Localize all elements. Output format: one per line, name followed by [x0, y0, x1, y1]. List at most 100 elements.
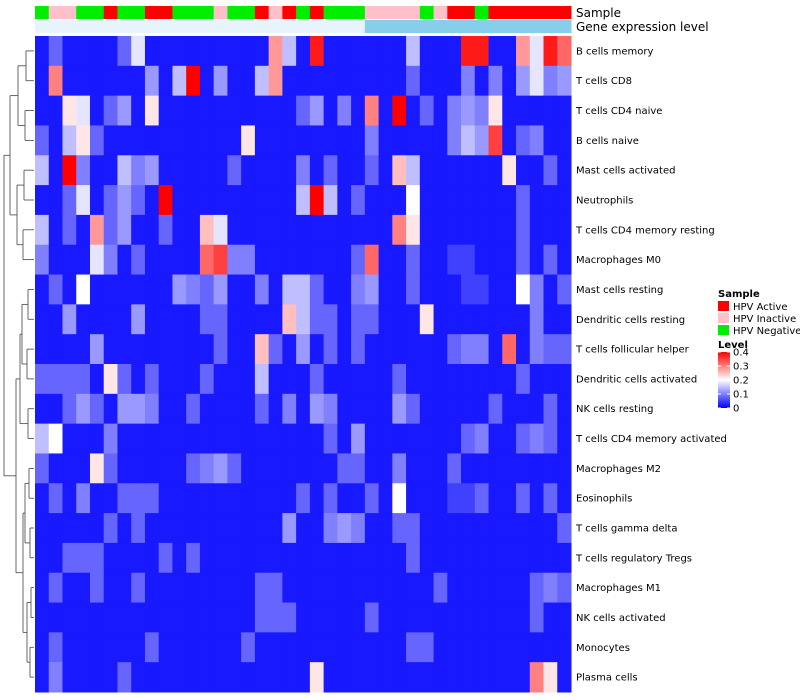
heatmap-cell	[502, 334, 517, 365]
heatmap-cell	[543, 662, 558, 693]
heatmap-cell	[35, 423, 50, 454]
heatmap-cell	[392, 334, 407, 365]
heatmap-cell	[117, 244, 132, 276]
heatmap-cell	[103, 95, 118, 126]
heatmap-cell	[254, 423, 270, 454]
heatmap-cell	[447, 155, 462, 186]
expression-annotation-cell	[309, 20, 325, 33]
heatmap-cell	[502, 244, 517, 276]
heatmap-cell	[89, 304, 105, 335]
heatmap-cell	[213, 483, 228, 514]
heatmap-cell	[351, 423, 366, 454]
sample-annotation-cell	[48, 6, 63, 19]
heatmap-cell	[529, 155, 545, 186]
heatmap-cell	[131, 244, 146, 276]
heatmap-cell	[364, 453, 380, 484]
heatmap-cell	[254, 95, 270, 126]
heatmap-cell	[117, 423, 132, 454]
heatmap-cell	[323, 483, 338, 514]
heatmap-cell	[268, 513, 283, 544]
heatmap-cell	[406, 65, 421, 97]
heatmap-cell	[296, 65, 311, 97]
sample-legend-swatch	[718, 313, 729, 323]
expression-annotation-cell	[241, 20, 256, 33]
heatmap-cell	[433, 364, 448, 395]
sample-legend-title: Sample	[718, 289, 760, 300]
expression-annotation-cell	[351, 20, 366, 33]
heatmap-cell	[186, 572, 201, 604]
heatmap-cell	[131, 393, 146, 425]
heatmap-cell	[392, 632, 407, 663]
row-label: Plasma cells	[576, 673, 638, 684]
sample-annotation-cell	[474, 6, 490, 19]
heatmap-cell	[62, 36, 77, 67]
heatmap-cell	[296, 155, 311, 186]
heatmap-cell	[186, 125, 201, 156]
heatmap-cell	[268, 453, 283, 484]
heatmap-cell	[351, 244, 366, 276]
heatmap-cell	[502, 364, 517, 395]
heatmap-cell	[76, 483, 91, 514]
heatmap-cell	[62, 483, 77, 514]
heatmap-cell	[296, 453, 311, 484]
heatmap-cell	[433, 95, 448, 126]
heatmap-cell	[392, 185, 407, 216]
expression-annotation-cell	[103, 20, 118, 33]
heatmap-cell	[103, 274, 118, 305]
heatmap-cell	[419, 572, 435, 604]
heatmap-cell	[378, 95, 393, 126]
heatmap-cell	[461, 364, 476, 395]
heatmap-cell	[268, 244, 283, 276]
heatmap-cell	[474, 304, 490, 335]
heatmap-cell	[241, 155, 256, 186]
heatmap-cell	[351, 185, 366, 216]
heatmap-cell	[309, 334, 325, 365]
heatmap-cell	[158, 364, 173, 395]
heatmap-cell	[543, 334, 558, 365]
heatmap-cell	[241, 364, 256, 395]
heatmap-cell	[461, 393, 476, 425]
heatmap-cell	[144, 513, 160, 544]
heatmap-cell	[144, 602, 160, 633]
heatmap-cell	[474, 662, 490, 693]
heatmap-cell	[89, 632, 105, 663]
heatmap-cell	[172, 274, 187, 305]
heatmap-cell	[557, 334, 572, 365]
heatmap-cell	[227, 453, 242, 484]
row-label: T cells CD8	[575, 76, 632, 87]
heatmap-cell	[213, 453, 228, 484]
heatmap-cell	[172, 185, 187, 216]
heatmap-cell	[351, 36, 366, 67]
heatmap-cell	[268, 542, 283, 574]
heatmap-cell	[186, 274, 201, 305]
heatmap-cell	[117, 602, 132, 633]
heatmap-cell	[488, 572, 503, 604]
heatmap-cell	[364, 393, 380, 425]
heatmap-cell	[447, 483, 462, 514]
heatmap-cell	[158, 513, 173, 544]
heatmap-cell	[296, 483, 311, 514]
heatmap-cell	[474, 95, 490, 126]
heatmap-cell	[89, 155, 105, 186]
heatmap-cell	[117, 572, 132, 604]
heatmap-cell	[557, 423, 572, 454]
heatmap-cell	[268, 393, 283, 425]
heatmap-cell	[447, 125, 462, 156]
heatmap-cell	[254, 572, 270, 604]
heatmap-cell	[351, 632, 366, 663]
heatmap-cell	[323, 304, 338, 335]
expression-annotation-cell	[172, 20, 187, 33]
heatmap-cell	[543, 155, 558, 186]
heatmap-cell	[502, 602, 517, 633]
heatmap-cell	[213, 423, 228, 454]
heatmap-cell	[337, 214, 352, 246]
heatmap-cell	[131, 662, 146, 693]
heatmap-cell	[296, 334, 311, 365]
heatmap-cell	[557, 602, 572, 633]
heatmap-cell	[117, 662, 132, 693]
heatmap-cell	[323, 542, 338, 574]
heatmap-cell	[516, 632, 531, 663]
heatmap-cell	[227, 125, 242, 156]
expression-annotation-cell	[364, 20, 380, 33]
heatmap-cell	[89, 65, 105, 97]
